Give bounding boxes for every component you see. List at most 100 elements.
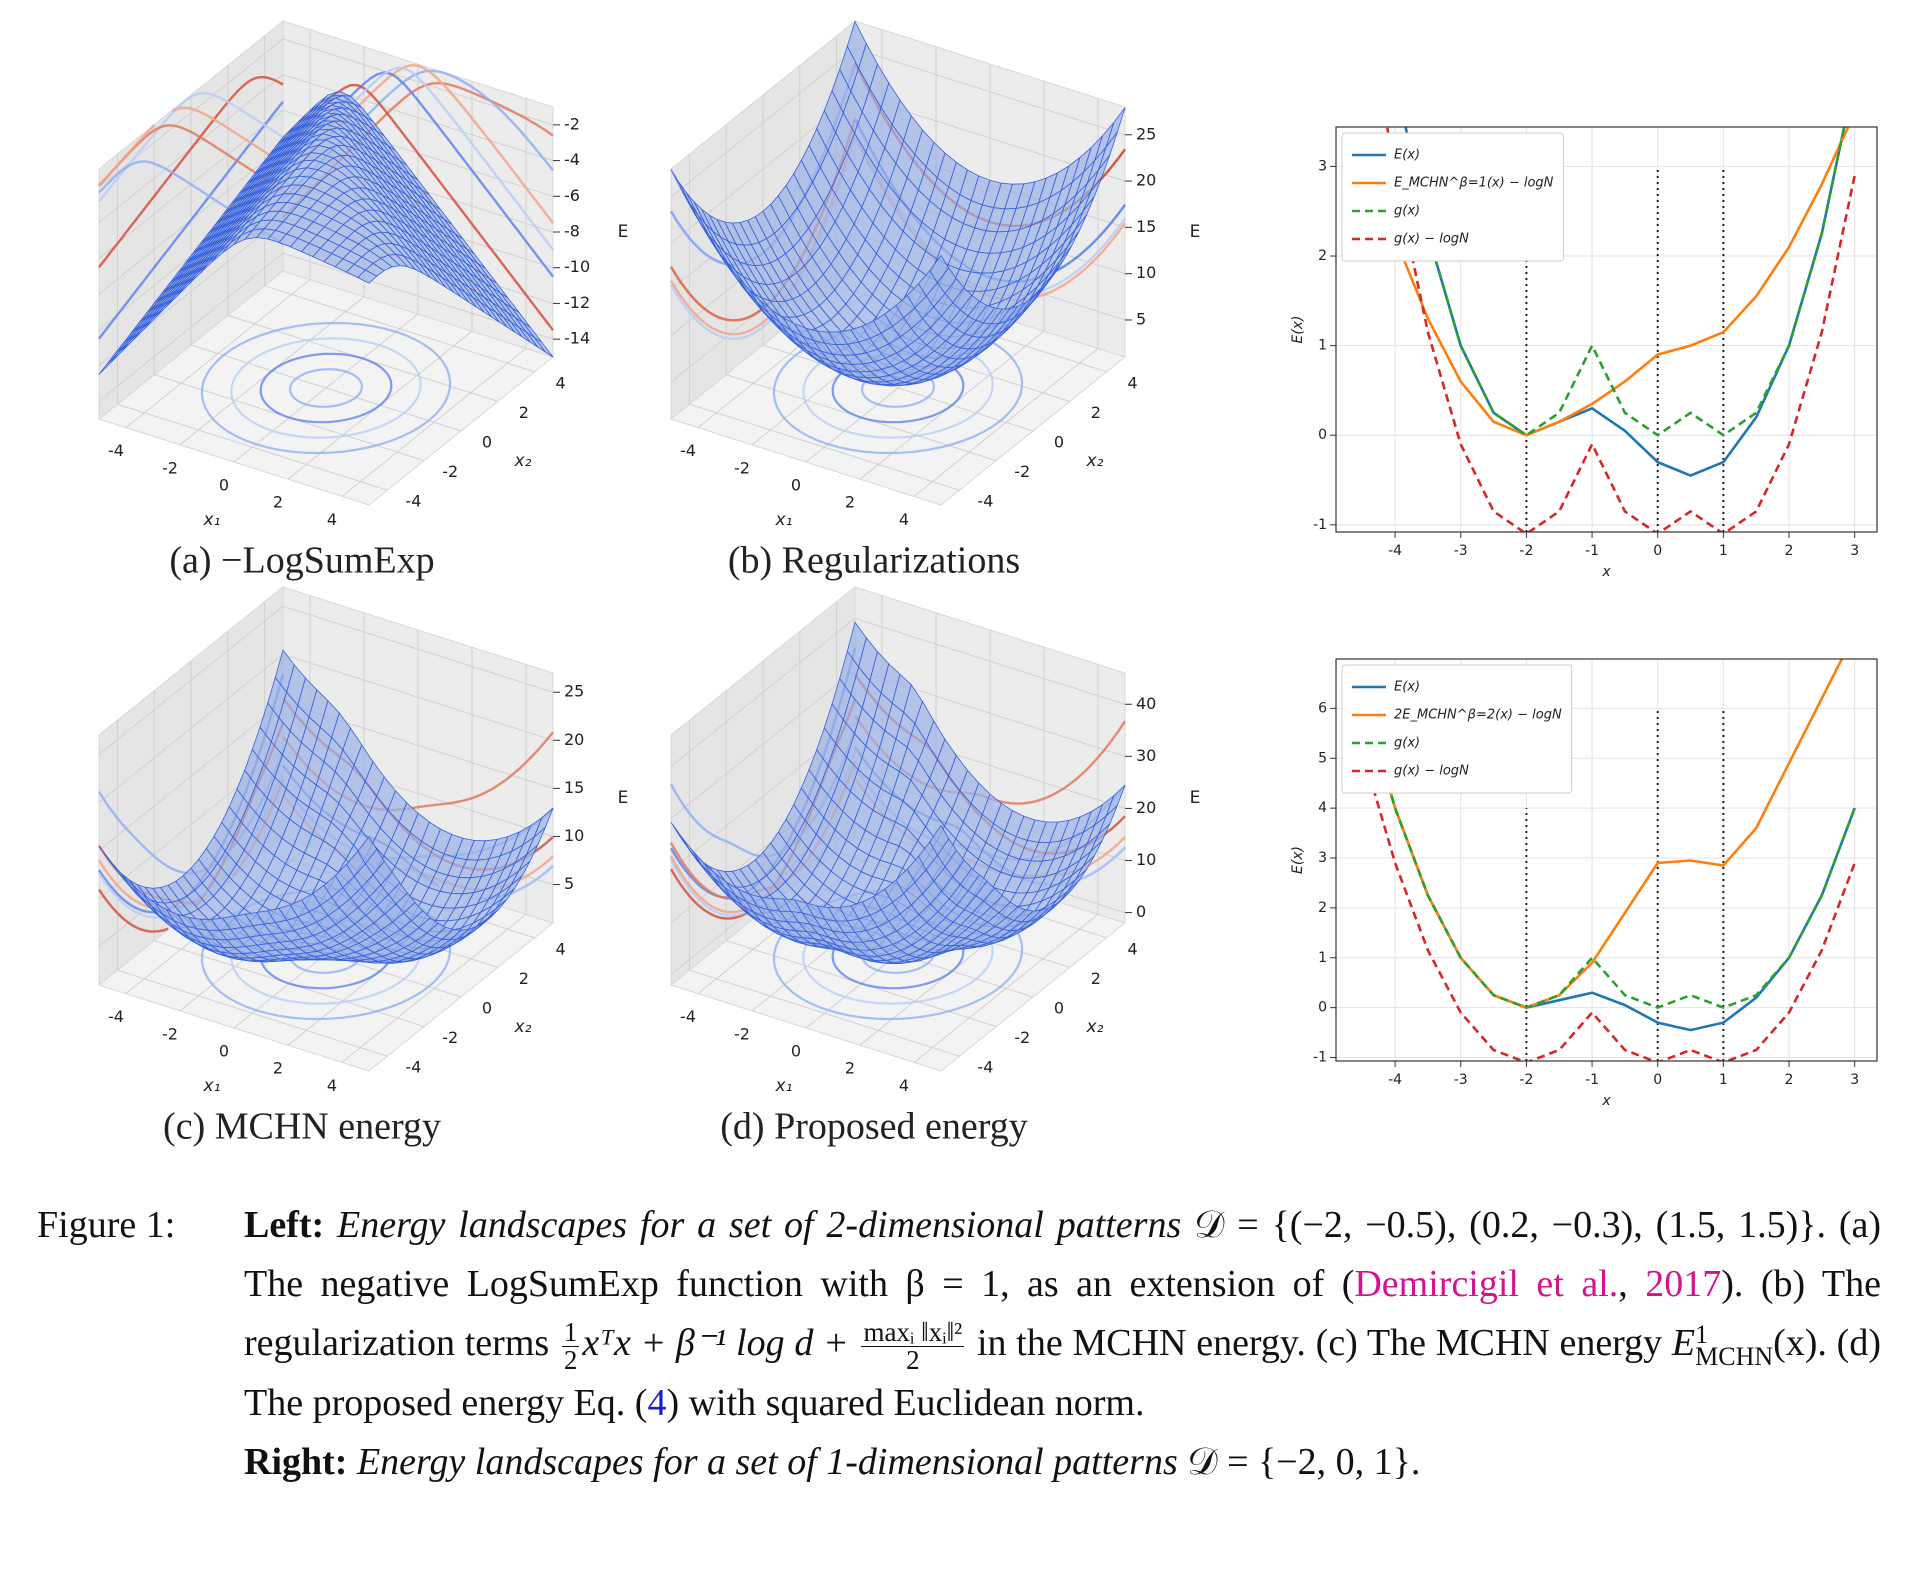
z-tick-label: 40 [1136, 694, 1156, 713]
subfigure-caption: (b) Regularizations [728, 540, 1020, 582]
y-tick-label: -2 [1014, 1028, 1030, 1047]
x-tick-label: -4 [108, 441, 124, 460]
z-tick-label: 10 [564, 826, 584, 845]
sup-sub: 1 MCHN [1695, 1322, 1773, 1370]
y-tick-label: 0 [482, 433, 492, 452]
y-tick-label: 4 [556, 373, 566, 392]
x-tick-label: -1 [1585, 1072, 1599, 1088]
y-tick-label: 0 [1318, 1000, 1327, 1016]
contour-line [98, 76, 284, 269]
z-tick-label: -8 [564, 222, 580, 241]
x-tick-label: 4 [327, 1076, 337, 1095]
x-tick-label: 1 [1719, 543, 1728, 559]
floor-contour [200, 321, 452, 455]
y-tick-label: 0 [1318, 427, 1327, 443]
legend-label: g(x) [1394, 204, 1420, 219]
y-tick-label: 0 [1054, 433, 1064, 452]
z-tick-label: 5 [564, 874, 574, 893]
grid-line [282, 38, 554, 126]
x-tick-label: 2 [273, 493, 283, 512]
x-tick-label: -2 [734, 1024, 750, 1043]
x-tick-label: -2 [1519, 1072, 1533, 1088]
x-axis-label: x₁ [203, 1076, 221, 1096]
grid-line [190, 344, 462, 432]
z-tick-label: 25 [564, 682, 584, 701]
z-tick-label: -10 [564, 257, 590, 276]
y-tick-label: 1 [1318, 338, 1327, 354]
y-axis-label: x₂ [514, 1017, 532, 1037]
floor-contour [288, 368, 364, 408]
legend-label: E(x) [1394, 148, 1420, 163]
figure-caption: Left: Energy landscapes for a set of 2-d… [244, 1196, 1881, 1492]
x-tick-label: -2 [162, 458, 178, 477]
x-tick-label: 4 [899, 510, 909, 529]
floor-contour [802, 337, 994, 439]
z-tick-label: 20 [1136, 798, 1156, 817]
figure-label: Figure 1: [37, 1204, 176, 1246]
x-tick-label: 4 [327, 510, 337, 529]
legend-label: E_MCHN^β=1(x) − logN [1394, 176, 1554, 191]
equation-ref[interactable]: 4 [647, 1381, 667, 1424]
x-tick-label: 1 [1719, 1072, 1728, 1088]
z-tick-label: 0 [1136, 902, 1146, 921]
z-tick-label: 20 [1136, 171, 1156, 190]
x-axis-label: x [1601, 564, 1611, 580]
y-tick-label: 4 [1318, 800, 1327, 816]
legend: E(x) E_MCHN^β=1(x) − logN g(x) g(x) − logN [1341, 132, 1564, 262]
z-tick-label: -4 [564, 150, 580, 169]
y-tick-label: -2 [1014, 462, 1030, 481]
x-axis-label: x₁ [775, 1076, 793, 1096]
numerator: 1 [561, 1316, 580, 1347]
caption-right-head: Right: [244, 1440, 348, 1483]
y-tick-label: 2 [1091, 969, 1101, 988]
fraction: maxᵢ ‖xᵢ‖² 2 [861, 1318, 965, 1374]
surface-facet [929, 254, 950, 284]
y-tick-label: 4 [556, 939, 566, 958]
y-tick-label: 2 [519, 969, 529, 988]
x-axis-label: x₁ [775, 510, 793, 530]
x-tick-label: -4 [108, 1007, 124, 1026]
y-tick-label: 3 [1318, 850, 1327, 866]
citation[interactable]: Demircigil et al. [1354, 1263, 1619, 1305]
grid-line [98, 605, 284, 755]
grid-line [282, 653, 554, 741]
caption-text: ) with squared Euclidean norm. [666, 1381, 1145, 1424]
grid-line [98, 653, 284, 803]
caption-left-head: Left: [244, 1204, 325, 1246]
legend-label: g(x) − logN [1394, 232, 1469, 247]
grid-line [282, 74, 554, 162]
grid-line [689, 403, 960, 491]
subfigure-caption: (d) Proposed energy [720, 1106, 1027, 1148]
grid-line [98, 252, 284, 402]
x-tick-label: -4 [1388, 1072, 1402, 1088]
y-tick-label: -1 [1313, 517, 1327, 533]
legend-label: g(x) [1394, 736, 1420, 751]
y-tick-label: 0 [1054, 999, 1064, 1018]
x-tick-label: 2 [1785, 543, 1794, 559]
x-tick-label: -3 [1454, 543, 1468, 559]
x-tick-label: 2 [845, 493, 855, 512]
floor-contour [230, 337, 422, 439]
caption-math: 𝒟 = {−2, 0, 1}. [1187, 1440, 1421, 1483]
citation-year[interactable]: 2017 [1645, 1263, 1722, 1305]
y-tick-label: -2 [442, 462, 458, 481]
caption-math: E [1671, 1322, 1696, 1364]
x-tick-label: -4 [680, 1007, 696, 1026]
caption-text: , [1618, 1263, 1628, 1305]
legend-label: g(x) − logN [1394, 764, 1469, 779]
y-tick-label: 4 [1128, 373, 1138, 392]
surface-plot: -4 -2 0 2 4 -4 -2 0 2 4 25 20 15 10 5 x₁ x₂ E (c) MCHN ene… [97, 585, 628, 1148]
grid-line [98, 702, 284, 851]
z-axis-label: E [1190, 788, 1201, 808]
caption-math: 𝒟 = {(−2, −0.5), (0.2, −0.3), (1.5, 1.5)… [1194, 1204, 1826, 1246]
surface-plot: -4 -2 0 2 4 -4 -2 0 2 4 25 20 15 10 5 x₁ x₂ E (b) Regulari… [669, 19, 1200, 582]
y-tick-label: -4 [405, 1058, 421, 1077]
z-tick-label: -14 [564, 329, 590, 348]
z-tick-label: 10 [1136, 263, 1156, 282]
surface-plot: -4 -2 0 2 4 -4 -2 0 2 4 40 30 20 10 0 x₁ x₂ E (d) Proposed… [669, 585, 1201, 1148]
grid-line [670, 48, 856, 198]
z-tick-label: 25 [1136, 124, 1156, 143]
x-axis-label: x [1601, 1093, 1611, 1109]
